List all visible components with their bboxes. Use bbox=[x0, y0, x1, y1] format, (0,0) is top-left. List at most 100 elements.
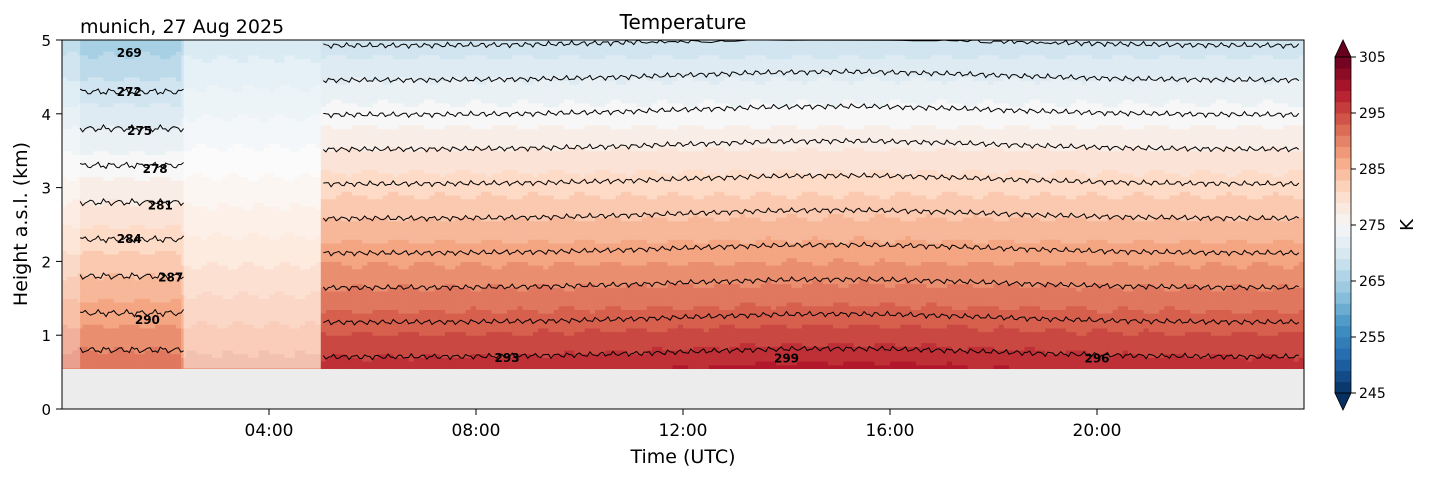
heatmap-cell bbox=[72, 298, 79, 303]
heatmap-cell bbox=[82, 342, 89, 347]
heatmap-cell bbox=[93, 165, 99, 170]
heatmap-cell bbox=[93, 287, 99, 292]
heatmap-cell bbox=[67, 58, 73, 63]
heatmap-cell bbox=[118, 294, 125, 299]
heatmap-cell bbox=[139, 246, 146, 251]
heatmap-cell bbox=[160, 202, 167, 207]
heatmap-cell bbox=[165, 250, 172, 255]
heatmap-cell bbox=[72, 43, 79, 48]
heatmap-cell bbox=[341, 132, 348, 137]
heatmap-cell bbox=[124, 51, 130, 56]
heatmap-cell bbox=[144, 287, 151, 292]
heatmap-cell bbox=[144, 135, 151, 141]
heatmap-cell bbox=[165, 102, 172, 108]
heatmap-cell bbox=[186, 73, 192, 78]
heatmap-cell bbox=[346, 301, 353, 307]
heatmap-cell bbox=[98, 239, 104, 244]
heatmap-cell bbox=[108, 69, 115, 74]
heatmap-cell bbox=[129, 54, 136, 60]
heatmap-cell bbox=[113, 283, 120, 288]
heatmap-cell bbox=[149, 357, 156, 362]
heatmap-cell bbox=[67, 239, 73, 244]
heatmap-cell bbox=[155, 361, 161, 366]
heatmap-cell bbox=[186, 279, 192, 285]
heatmap-cell bbox=[170, 187, 177, 192]
heatmap-cell bbox=[134, 51, 141, 56]
heatmap-cell bbox=[129, 165, 136, 170]
heatmap-cell bbox=[144, 324, 151, 329]
heatmap-cell bbox=[175, 224, 182, 229]
heatmap-cell bbox=[160, 147, 167, 152]
heatmap-cell bbox=[320, 158, 327, 163]
heatmap-cell bbox=[134, 364, 141, 370]
heatmap-cell bbox=[134, 250, 141, 255]
heatmap-cell bbox=[160, 257, 167, 262]
heatmap-cell bbox=[341, 327, 348, 333]
heatmap-cell bbox=[160, 261, 167, 266]
heatmap-cell bbox=[62, 76, 68, 82]
heatmap-cell bbox=[72, 62, 79, 67]
heatmap-cell bbox=[181, 298, 187, 303]
heatmap-cell bbox=[62, 349, 68, 355]
heatmap-cell bbox=[62, 268, 68, 274]
heatmap-cell bbox=[87, 176, 94, 181]
heatmap-cell bbox=[67, 176, 73, 181]
heatmap-cell bbox=[103, 99, 110, 104]
heatmap-cell bbox=[170, 132, 177, 137]
heatmap-cell bbox=[331, 279, 337, 285]
heatmap-cell bbox=[93, 265, 99, 270]
heatmap-cell bbox=[113, 158, 120, 163]
heatmap-cell bbox=[320, 58, 327, 63]
heatmap-cell bbox=[72, 150, 79, 155]
heatmap-cell bbox=[103, 324, 110, 329]
heatmap-cell bbox=[118, 320, 125, 325]
heatmap-cell bbox=[87, 102, 94, 108]
heatmap-cell bbox=[62, 198, 68, 203]
heatmap-cell bbox=[103, 349, 110, 355]
heatmap-cell bbox=[186, 228, 192, 233]
heatmap-cell bbox=[341, 87, 348, 93]
heatmap-cell bbox=[325, 84, 332, 89]
heatmap-cell bbox=[87, 316, 94, 322]
heatmap-cell bbox=[155, 191, 161, 196]
heatmap-cell bbox=[139, 102, 146, 108]
heatmap-cell bbox=[160, 128, 167, 133]
heatmap-cell bbox=[186, 113, 192, 119]
heatmap-cell bbox=[103, 172, 110, 178]
heatmap-cell bbox=[155, 206, 161, 211]
heatmap-cell bbox=[144, 294, 151, 299]
heatmap-cell bbox=[170, 76, 177, 82]
heatmap-cell bbox=[124, 301, 130, 307]
heatmap-cell bbox=[129, 213, 136, 218]
heatmap-cell bbox=[331, 194, 337, 200]
heatmap-cell bbox=[170, 231, 177, 237]
heatmap-cell bbox=[77, 279, 84, 285]
below-data-region bbox=[62, 368, 1304, 409]
heatmap-cell bbox=[98, 62, 104, 67]
heatmap-cell bbox=[170, 268, 177, 274]
heatmap-cell bbox=[175, 73, 182, 78]
heatmap-cell bbox=[181, 80, 187, 85]
heatmap-cell bbox=[155, 268, 161, 274]
heatmap-cell bbox=[331, 228, 337, 233]
heatmap-cell bbox=[149, 254, 156, 259]
heatmap-cell bbox=[72, 246, 79, 251]
heatmap-cell bbox=[134, 158, 141, 163]
heatmap-cell bbox=[175, 161, 182, 167]
heatmap-cell bbox=[103, 254, 110, 259]
heatmap-cell bbox=[93, 349, 99, 355]
heatmap-cell bbox=[62, 106, 68, 111]
heatmap-cell bbox=[139, 349, 146, 355]
heatmap-cell bbox=[87, 154, 94, 159]
heatmap-cell bbox=[155, 113, 161, 119]
heatmap-cell bbox=[129, 150, 136, 155]
heatmap-cell bbox=[108, 169, 115, 174]
heatmap-cell bbox=[103, 87, 110, 93]
heatmap-cell bbox=[77, 298, 84, 303]
heatmap-cell bbox=[93, 91, 99, 96]
heatmap-cell bbox=[72, 106, 79, 111]
heatmap-cell bbox=[82, 301, 89, 307]
heatmap-cell bbox=[87, 213, 94, 218]
heatmap-cell bbox=[155, 132, 161, 137]
heatmap-cell bbox=[93, 58, 99, 63]
